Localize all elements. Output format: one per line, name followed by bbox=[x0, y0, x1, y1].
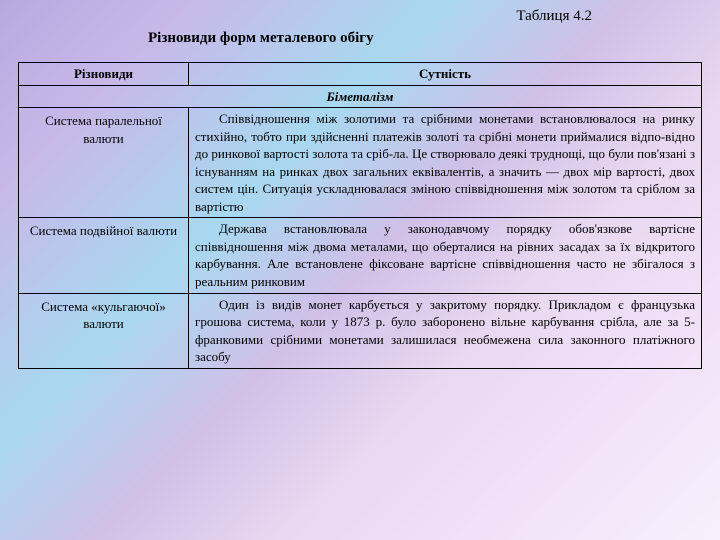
desc-cell: Держава встановлювала у законодавчому по… bbox=[189, 218, 702, 293]
type-cell: Система «кульгаючої» валюти bbox=[19, 293, 189, 368]
table-row: Система «кульгаючої» валюти Один із виді… bbox=[19, 293, 702, 368]
slide: Таблиця 4.2 Різновиди форм металевого об… bbox=[0, 0, 720, 387]
table-number: Таблиця 4.2 bbox=[516, 8, 592, 25]
col-header-essence: Сутність bbox=[189, 63, 702, 86]
type-cell: Система паралельної валюти bbox=[19, 108, 189, 218]
section-row: Біметалізм bbox=[19, 85, 702, 108]
table-row: Система подвійної валюти Держава встанов… bbox=[19, 218, 702, 293]
header: Таблиця 4.2 Різновиди форм металевого об… bbox=[18, 8, 702, 56]
section-title: Біметалізм bbox=[19, 85, 702, 108]
col-header-types: Різновиди bbox=[19, 63, 189, 86]
type-cell: Система подвійної валюти bbox=[19, 218, 189, 293]
desc-cell: Один із видів монет карбується у закрито… bbox=[189, 293, 702, 368]
header-row: Різновиди Сутність bbox=[19, 63, 702, 86]
desc-cell: Співвідношення між золотими та срібними … bbox=[189, 108, 702, 218]
content-table: Різновиди Сутність Біметалізм Система па… bbox=[18, 62, 702, 369]
table-row: Система паралельної валюти Співвідношенн… bbox=[19, 108, 702, 218]
slide-title: Різновиди форм металевого обігу bbox=[148, 30, 374, 47]
